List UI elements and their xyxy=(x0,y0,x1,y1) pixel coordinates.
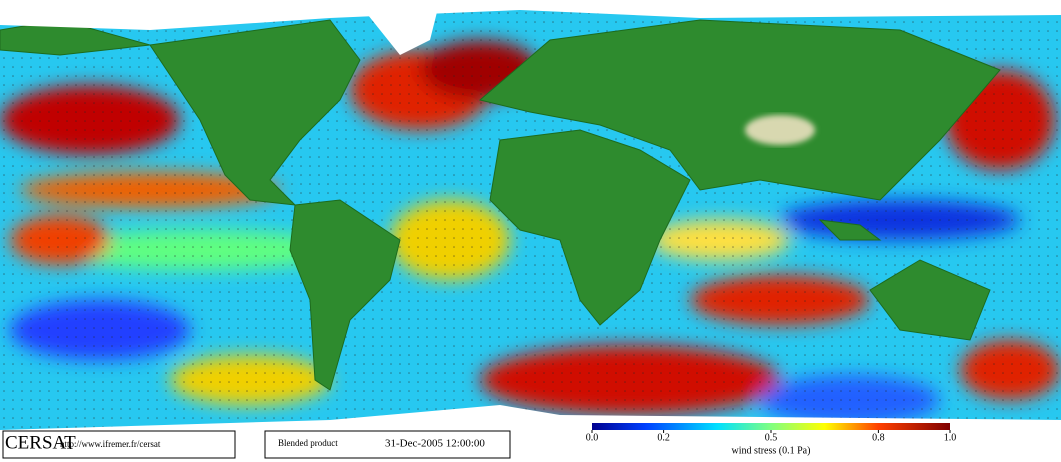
colorbar-label: wind stress (0.1 Pa) xyxy=(732,445,811,456)
land xyxy=(0,19,1001,391)
url: http://www.ifremer.fr/cersat xyxy=(60,439,161,449)
footer: CERSAT http://www.ifremer.fr/cersat Blen… xyxy=(2,423,950,459)
colorbar-tick-label: 0.2 xyxy=(657,432,670,443)
colorbar-tick-label: 0.5 xyxy=(765,432,778,443)
info-box xyxy=(264,430,511,459)
logo: CERSAT xyxy=(5,432,76,453)
colorbar-tick-label: 0.8 xyxy=(872,432,885,443)
colorbar-tick-label: 0.0 xyxy=(586,432,599,443)
date: 31-Dec-2005 12:00:00 xyxy=(385,438,485,450)
colorbar xyxy=(592,423,950,430)
colorbar-tick-label: 1.0 xyxy=(944,432,957,443)
product: Blended product xyxy=(278,438,338,448)
logo-box xyxy=(2,430,236,459)
